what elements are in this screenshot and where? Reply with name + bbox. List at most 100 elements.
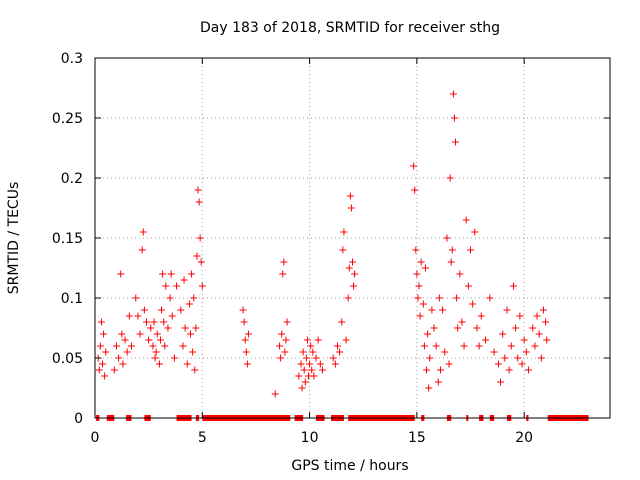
- data-point: [477, 312, 485, 320]
- data-point: [441, 348, 449, 356]
- data-point: [102, 348, 110, 356]
- data-point: [432, 342, 440, 350]
- data-point: [520, 336, 528, 344]
- data-point: [297, 360, 305, 368]
- data-point: [239, 306, 247, 314]
- data-point: [445, 360, 453, 368]
- data-point: [350, 282, 358, 290]
- data-point: [185, 300, 193, 308]
- data-point: [460, 342, 468, 350]
- data-point: [529, 324, 537, 332]
- data-point: [420, 342, 428, 350]
- data-point: [336, 348, 344, 356]
- data-point: [482, 336, 490, 344]
- data-point: [342, 336, 350, 344]
- data-point: [156, 336, 164, 344]
- data-point: [132, 294, 140, 302]
- data-point: [312, 354, 320, 362]
- data-point: [501, 354, 509, 362]
- data-point: [282, 336, 290, 344]
- data-point: [138, 246, 146, 254]
- data-point: [140, 306, 148, 314]
- data-point: [543, 336, 551, 344]
- data-point: [280, 258, 288, 266]
- data-point: [347, 204, 355, 212]
- data-point: [497, 378, 505, 386]
- data-point: [416, 312, 424, 320]
- data-point: [512, 324, 520, 332]
- data-point: [344, 294, 352, 302]
- data-point: [333, 342, 341, 350]
- data-point: [533, 312, 541, 320]
- chart-title: Day 183 of 2018, SRMTID for receiver sth…: [200, 20, 500, 36]
- data-point: [134, 312, 142, 320]
- data-point: [189, 348, 197, 356]
- data-point: [180, 276, 188, 284]
- data-point: [155, 360, 163, 368]
- data-point: [415, 282, 423, 290]
- data-point: [283, 318, 291, 326]
- y-tick-label: 0: [74, 411, 83, 427]
- data-points-layer: [94, 90, 551, 398]
- data-point: [170, 354, 178, 362]
- data-point: [340, 228, 348, 236]
- y-tick-label: 0.25: [52, 111, 83, 127]
- data-point: [426, 354, 434, 362]
- data-point: [298, 384, 306, 392]
- data-point: [301, 378, 309, 386]
- data-point: [147, 324, 155, 332]
- data-point: [136, 330, 144, 338]
- data-point: [159, 270, 167, 278]
- data-point: [425, 384, 433, 392]
- data-point: [240, 318, 248, 326]
- data-point: [302, 354, 310, 362]
- data-point: [507, 342, 515, 350]
- data-point: [303, 336, 311, 344]
- data-point: [110, 366, 118, 374]
- data-point: [542, 318, 550, 326]
- data-point: [503, 306, 511, 314]
- data-point: [181, 324, 189, 332]
- data-point: [121, 336, 129, 344]
- data-point: [125, 312, 133, 320]
- data-point: [428, 306, 436, 314]
- data-point: [417, 258, 425, 266]
- plot-frame: [94, 57, 611, 419]
- data-point: [278, 330, 286, 338]
- data-point: [191, 366, 199, 374]
- data-point: [414, 294, 422, 302]
- data-point: [412, 246, 420, 254]
- data-point: [117, 270, 125, 278]
- data-point: [450, 114, 458, 122]
- y-tick-label: 0.3: [61, 51, 83, 67]
- data-point: [469, 300, 477, 308]
- x-axis-label: GPS time / hours: [291, 458, 408, 474]
- data-point: [421, 264, 429, 272]
- data-point: [243, 360, 251, 368]
- data-point: [349, 258, 356, 266]
- data-point: [151, 354, 159, 362]
- data-point: [522, 348, 530, 356]
- data-point: [158, 306, 166, 314]
- data-point: [436, 366, 444, 374]
- data-point: [539, 306, 547, 314]
- data-point: [281, 348, 289, 356]
- data-point: [419, 300, 427, 308]
- data-point: [464, 282, 472, 290]
- data-point: [462, 216, 470, 224]
- data-point: [118, 330, 126, 338]
- data-point: [194, 186, 202, 194]
- data-point: [196, 234, 204, 242]
- data-point: [195, 198, 203, 206]
- data-point: [271, 390, 279, 398]
- data-point: [411, 186, 419, 194]
- data-point: [346, 192, 354, 200]
- data-point: [173, 282, 181, 290]
- x-tick-label: 20: [515, 430, 533, 446]
- data-point: [299, 348, 307, 356]
- data-point: [413, 270, 421, 278]
- data-point: [183, 360, 191, 368]
- data-point: [331, 360, 339, 368]
- data-point: [167, 270, 175, 278]
- data-point: [447, 258, 455, 266]
